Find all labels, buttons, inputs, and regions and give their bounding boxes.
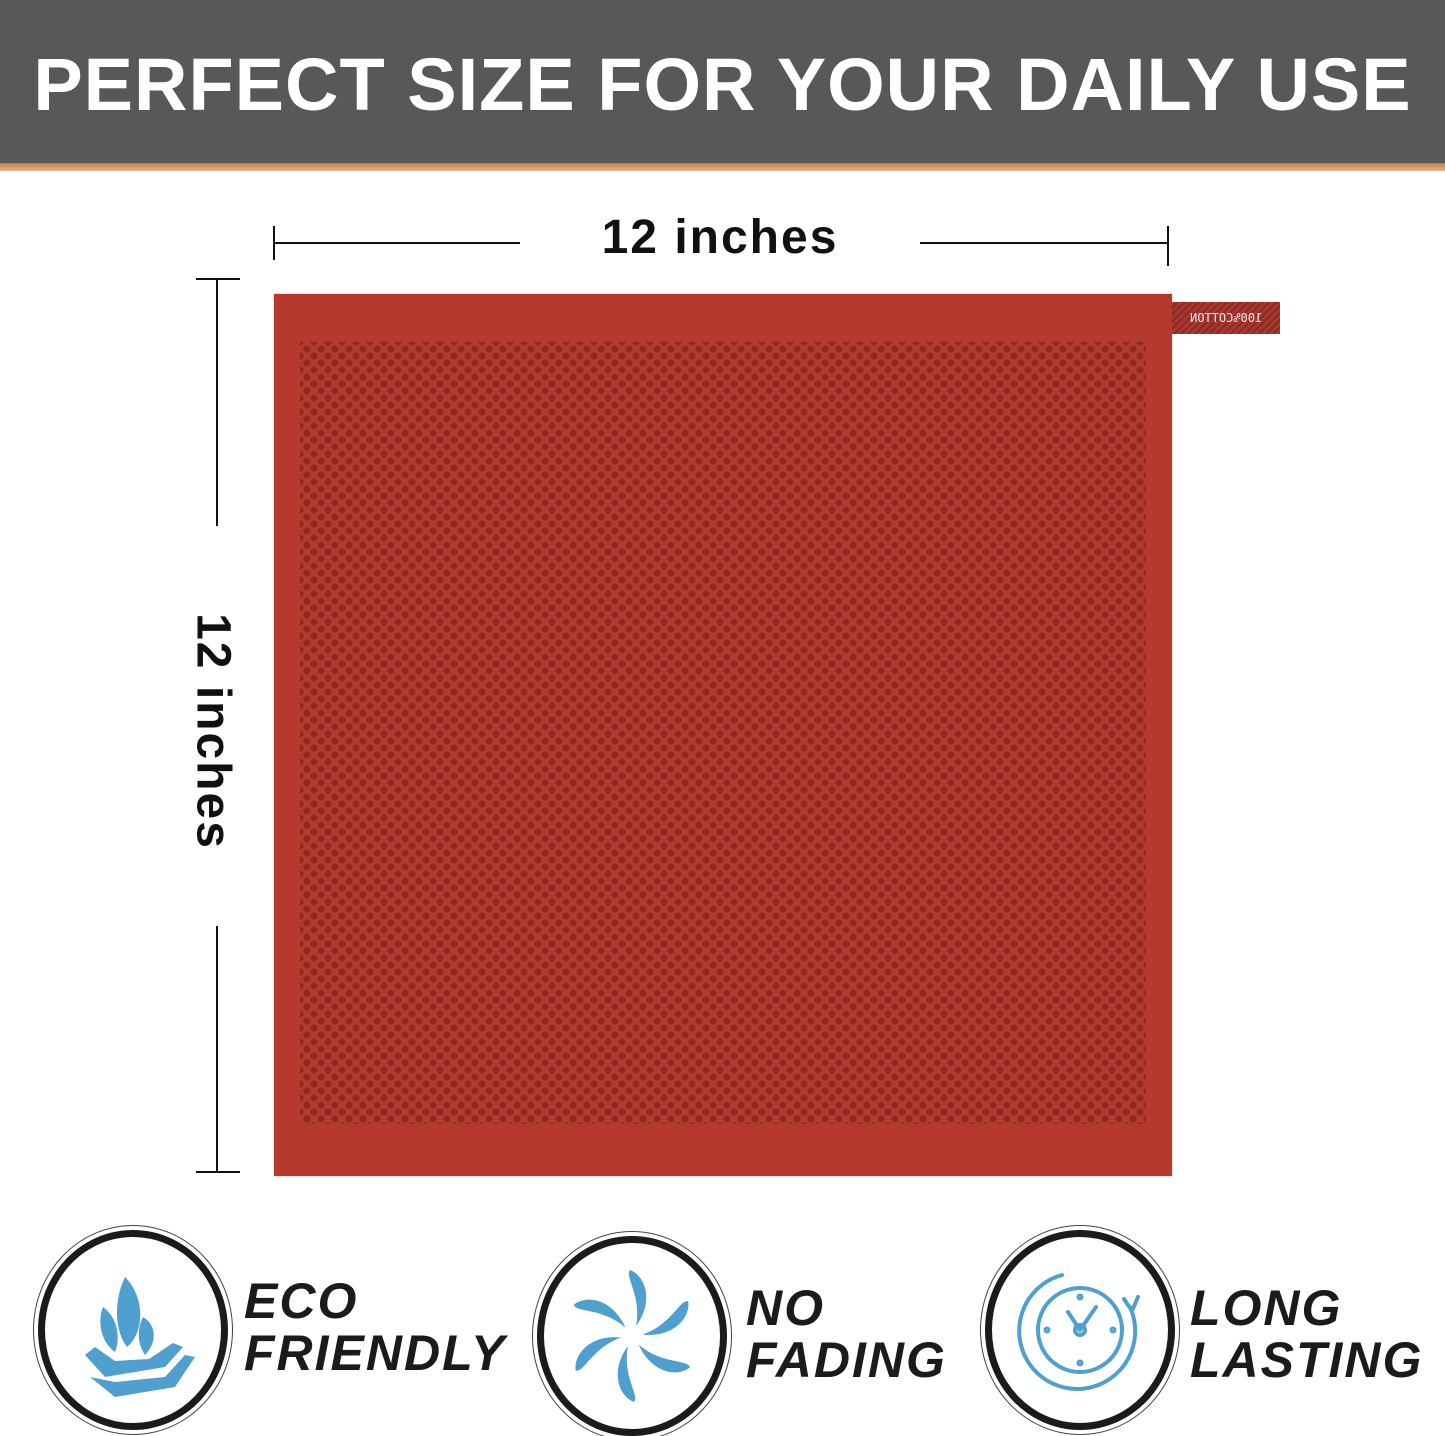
towel-image: [274, 294, 1172, 1176]
width-dimension-line-right: [920, 242, 1168, 244]
pinwheel-icon: [567, 1270, 697, 1402]
feature-long-lasting-text: LONG LASTING: [1190, 1282, 1423, 1386]
width-dimension-label: 12 inches: [601, 211, 839, 264]
header-accent-line: [0, 163, 1445, 171]
height-dimension-line-top: [216, 278, 218, 526]
feature-no-fading-text: NO FADING: [746, 1282, 947, 1386]
page-title: PERFECT SIZE FOR YOUR DAILY USE: [33, 43, 1412, 126]
no-fading-badge: [537, 1236, 727, 1436]
height-dimension-tick-top: [196, 278, 240, 280]
feature-line1: ECO: [244, 1273, 359, 1329]
towel-mesh-pattern: [300, 342, 1146, 1124]
height-dimension-tick-bottom: [196, 1171, 240, 1173]
eco-friendly-badge: [38, 1230, 228, 1430]
feature-line2: LASTING: [1190, 1332, 1424, 1388]
width-dimension-tick-right: [1167, 226, 1169, 266]
width-dimension-line-left: [274, 242, 520, 244]
feature-line2: FADING: [746, 1332, 947, 1388]
feature-eco-friendly-text: ECO FRIENDLY: [244, 1275, 506, 1379]
feature-line1: LONG: [1190, 1280, 1343, 1336]
feature-line1: NO: [746, 1280, 825, 1336]
clock-icon: [1017, 1273, 1140, 1391]
towel-tag-text: 100%COTTON: [1189, 311, 1263, 325]
leaf-hand-icon: [85, 1277, 195, 1397]
towel-tag: 100%COTTON: [1172, 302, 1280, 334]
height-dimension-label: 12 inches: [186, 613, 240, 850]
long-lasting-badge: [985, 1230, 1175, 1430]
header-banner: [0, 0, 1445, 165]
height-dimension-line-bottom: [216, 926, 218, 1172]
feature-line2: FRIENDLY: [244, 1325, 507, 1381]
